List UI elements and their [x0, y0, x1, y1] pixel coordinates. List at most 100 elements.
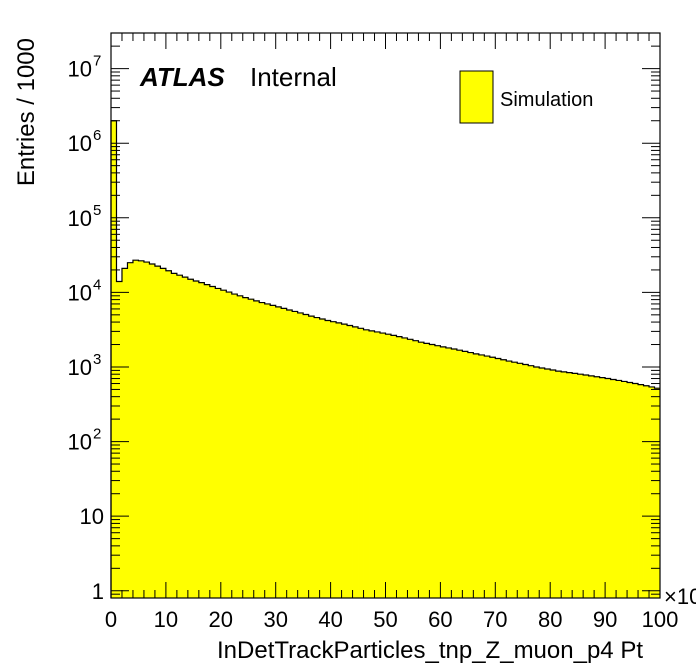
histogram-bin: [638, 384, 644, 598]
histogram-bin: [434, 345, 441, 598]
histogram-bin: [303, 314, 310, 598]
histogram-bin: [621, 381, 628, 598]
histogram-bin: [594, 376, 601, 598]
plot-frame: [110, 32, 661, 599]
histogram-bin: [220, 290, 227, 598]
y-tick-exponent: 7: [93, 53, 101, 70]
histogram-bin: [111, 120, 117, 598]
x-tick-label: 60: [428, 607, 452, 632]
y-tick-label: 10: [68, 430, 92, 455]
y-tick-label: 10: [68, 57, 92, 82]
histogram-bin: [572, 373, 579, 598]
histogram-bin: [473, 353, 480, 598]
histogram-bin: [500, 359, 507, 598]
legend-label: Simulation: [500, 89, 593, 111]
histogram-bin: [605, 378, 611, 598]
histogram-bin: [259, 302, 266, 598]
histogram-bin: [341, 324, 348, 598]
histogram-bin: [176, 275, 183, 598]
histogram-bin: [160, 268, 167, 598]
histogram-bin: [577, 374, 584, 598]
histogram-bin: [583, 375, 590, 598]
y-tick-label: 1: [92, 579, 104, 604]
histogram-bin: [297, 312, 304, 598]
histogram-bin: [149, 264, 156, 598]
internal-label: Internal: [250, 62, 337, 92]
legend-swatch: [459, 70, 494, 124]
histogram-bin: [314, 317, 321, 598]
histogram-bin: [363, 329, 370, 598]
histogram-bin: [533, 366, 540, 598]
histogram-bin: [561, 371, 568, 598]
histogram-bin: [462, 351, 469, 598]
histogram-bin: [242, 297, 249, 598]
histogram-bin: [588, 375, 595, 598]
atlas-label: ATLAS: [139, 62, 225, 92]
histogram-bin: [143, 262, 150, 598]
histogram-bin: [539, 367, 546, 598]
x-tick-label: 0: [105, 607, 117, 632]
histogram-bin: [385, 334, 392, 598]
histogram-bin: [286, 310, 293, 598]
y-tick-exponent: 6: [93, 127, 101, 144]
histogram-bin: [429, 344, 436, 598]
histogram-bin: [187, 279, 194, 598]
histogram-bin: [412, 340, 419, 598]
histogram-bin: [253, 300, 260, 598]
x-multiplier-label: ×10: [664, 584, 696, 609]
histogram-bin: [555, 371, 562, 598]
x-tick-label: 10: [154, 607, 178, 632]
histogram-bin: [275, 306, 282, 598]
x-tick-label: 100: [642, 607, 679, 632]
histogram-bin: [440, 346, 447, 598]
histogram-bin: [649, 386, 655, 598]
histogram-bin: [489, 357, 496, 598]
histogram-bin: [616, 380, 622, 598]
histogram-bin: [209, 286, 216, 598]
y-tick-exponent: 5: [93, 202, 101, 219]
y-tick-label: 10: [68, 280, 92, 305]
histogram-bin: [138, 260, 145, 598]
histogram-bin: [506, 361, 513, 598]
histogram-bin: [193, 281, 200, 598]
histogram-bin: [325, 320, 331, 598]
histogram-bin: [237, 295, 244, 598]
histogram-bin: [182, 277, 189, 598]
histogram-bin: [270, 305, 277, 598]
histogram-bin: [121, 268, 128, 598]
histogram-bin: [654, 388, 661, 598]
histogram-bin: [627, 382, 633, 598]
histogram-bin: [445, 347, 452, 598]
histogram-bin: [374, 331, 381, 598]
histogram-bin: [319, 318, 326, 598]
histogram-bin: [204, 284, 211, 598]
histogram-bin: [632, 383, 639, 598]
histogram-bin: [358, 328, 364, 598]
histogram-bin: [423, 343, 430, 598]
y-tick-exponent: 4: [93, 276, 101, 293]
x-tick-label: 90: [593, 607, 617, 632]
histogram-bin: [308, 316, 315, 598]
histogram-bin: [369, 330, 375, 598]
y-tick-label: 10: [68, 355, 92, 380]
histogram-bin: [248, 299, 255, 598]
histogram-bin: [347, 325, 353, 598]
x-tick-label: 80: [538, 607, 562, 632]
x-tick-label: 20: [209, 607, 233, 632]
histogram-bin: [264, 303, 271, 598]
histogram-bin: [352, 326, 359, 598]
y-tick-label: 10: [68, 206, 92, 231]
histogram-bin: [226, 292, 233, 598]
histogram-bin: [478, 354, 485, 598]
histogram-bin: [215, 288, 222, 598]
histogram-bin: [407, 339, 414, 598]
histogram-bin: [132, 260, 139, 598]
histogram-bin: [165, 270, 172, 598]
histogram-bin: [171, 273, 178, 598]
histogram-bin: [116, 281, 123, 598]
histogram-bin: [467, 352, 474, 598]
histogram-bin: [643, 385, 650, 598]
histogram-bin: [281, 308, 288, 598]
